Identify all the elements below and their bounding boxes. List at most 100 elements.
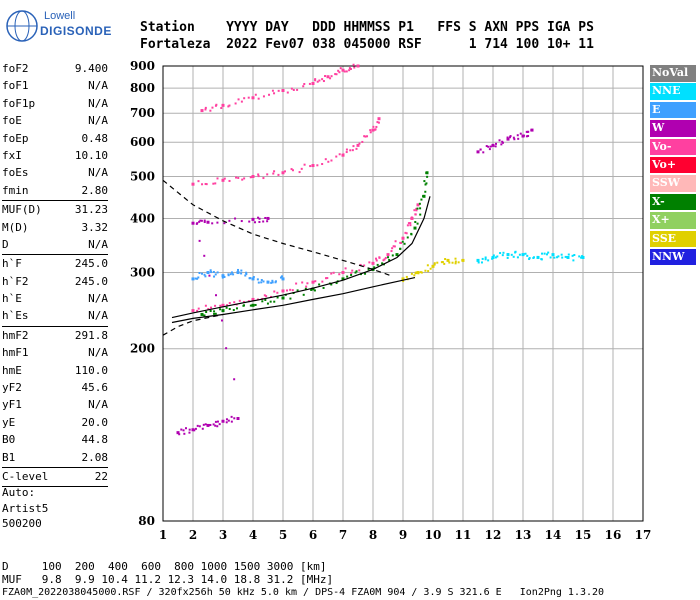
data-point	[446, 258, 450, 262]
trace-dot	[298, 171, 301, 174]
data-point	[425, 171, 429, 175]
data-point	[530, 128, 534, 132]
param-row: yE 20.0	[2, 414, 108, 431]
trace-dot	[262, 280, 265, 283]
trace-dot	[220, 319, 223, 322]
param-value: 22	[94, 469, 108, 483]
trace-dot	[303, 163, 306, 166]
trace-dot	[230, 415, 233, 418]
trace-dot	[240, 269, 243, 272]
trace-dot	[572, 259, 575, 262]
trace-dot	[374, 257, 377, 260]
trace-dot	[349, 149, 352, 152]
trace-dot	[532, 256, 535, 259]
legend-item-w: W	[650, 120, 696, 137]
trace-dot	[245, 273, 248, 276]
data-point	[221, 419, 225, 423]
param-value: N/A	[88, 79, 108, 93]
trace-dot	[203, 314, 206, 317]
param-separator	[2, 254, 108, 256]
trace-dot	[272, 172, 275, 175]
trace-dot	[330, 283, 333, 286]
trace-dot	[204, 304, 207, 307]
param-row: h`E N/A	[2, 290, 108, 307]
trace-dot	[213, 310, 216, 313]
trace-dot	[502, 251, 505, 254]
trace-dot	[203, 219, 206, 222]
trace-dot	[291, 289, 294, 292]
trace-dot	[256, 278, 259, 281]
trace-dot	[374, 128, 377, 131]
trace-dot	[418, 202, 421, 205]
trace-dot	[178, 433, 181, 436]
trace-dot	[257, 281, 260, 284]
trace-dot	[351, 269, 354, 272]
x-tick-label: 12	[485, 528, 502, 542]
param-row: M(D) 3.32	[2, 219, 108, 236]
trace-dot	[425, 182, 428, 185]
trace-dot	[322, 80, 325, 83]
param-name: hmF2	[2, 328, 29, 342]
trace-dot	[214, 104, 217, 107]
trace-dot	[422, 195, 425, 198]
trace-dot	[202, 423, 205, 426]
trace-dot	[338, 153, 341, 156]
trace-dot	[225, 421, 228, 424]
trace-dot	[247, 96, 250, 99]
trace-dot	[240, 220, 243, 223]
trace-dot	[203, 273, 206, 276]
trace-dot	[221, 276, 224, 279]
trace-dot	[204, 423, 207, 426]
data-point	[191, 309, 195, 313]
trace-dot	[414, 213, 417, 216]
param-row: MUF(D) 31.23	[2, 201, 108, 218]
trace-dot	[263, 294, 266, 297]
trace-dot	[204, 182, 207, 185]
data-point	[206, 423, 210, 427]
trace-dot	[407, 222, 410, 225]
trace-dot	[316, 164, 319, 167]
trace-dot	[268, 93, 271, 96]
trace-dot	[516, 134, 519, 137]
param-value: 245.0	[74, 257, 108, 271]
trace-dot	[556, 256, 559, 259]
data-point	[521, 253, 525, 257]
trace-dot	[350, 271, 353, 274]
trace-dot	[197, 307, 200, 310]
trace-dot	[180, 428, 183, 431]
trace-dot	[216, 420, 219, 423]
trace-dot	[498, 139, 501, 142]
trace-dot	[310, 288, 313, 291]
trace-dot	[527, 130, 530, 133]
trace-dot	[348, 67, 351, 70]
trace-dot	[346, 275, 349, 278]
data-point	[191, 277, 195, 281]
trace-dot	[410, 217, 413, 220]
trace-dot	[188, 428, 191, 431]
trace-dot	[429, 267, 432, 270]
trace-dot	[223, 275, 226, 278]
trace-dot	[227, 274, 230, 277]
trace-dot	[353, 66, 356, 69]
trace-dot	[427, 270, 430, 273]
trace-dot	[578, 255, 581, 258]
data-point	[566, 255, 570, 259]
trace-dot	[426, 264, 429, 267]
trace-dot	[324, 158, 327, 161]
footer-muf: MUF 9.8 9.9 10.4 11.2 12.3 14.0 18.8 31.…	[2, 573, 334, 586]
trace-dot	[404, 231, 407, 234]
trace-dot	[229, 273, 232, 276]
trace-dot	[354, 271, 357, 274]
trace-dot	[271, 279, 274, 282]
data-point	[551, 253, 555, 257]
trace-dot	[343, 70, 346, 73]
param-name: foEp	[2, 131, 29, 145]
trace-dot	[508, 136, 511, 139]
param-value: 2.80	[81, 183, 109, 197]
trace-dot	[334, 73, 337, 76]
trace-dot	[528, 258, 531, 261]
trace-dot	[339, 67, 342, 70]
trace-dot	[384, 256, 387, 259]
trace-dot	[489, 145, 492, 148]
trace-dot	[216, 177, 219, 180]
